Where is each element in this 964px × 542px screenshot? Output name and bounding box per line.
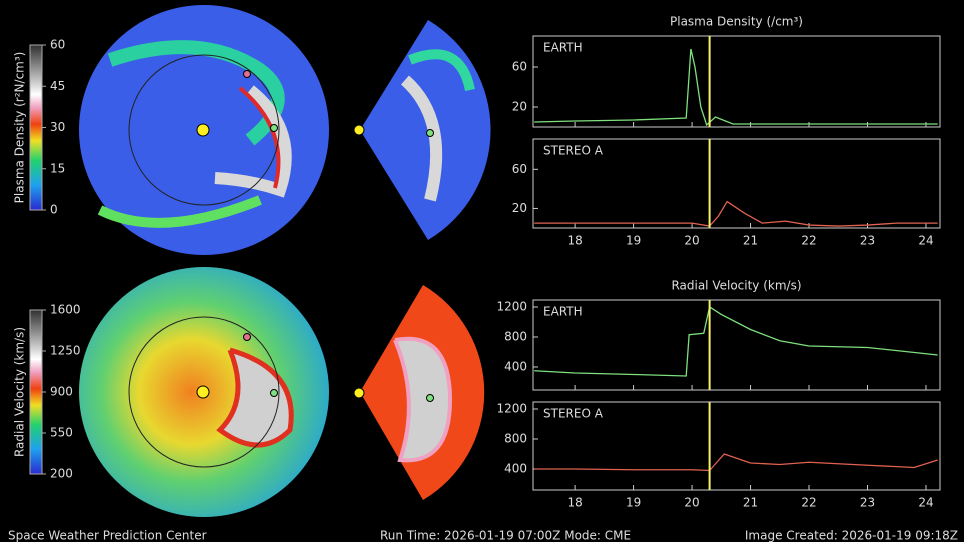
y-tick-label: 1200 <box>496 299 527 313</box>
x-tick-label: 18 <box>567 234 582 248</box>
series-line <box>534 453 938 472</box>
chart-title: Radial Velocity (km/s) <box>671 279 801 293</box>
colorbar <box>29 44 43 211</box>
x-tick-label: 21 <box>743 234 758 248</box>
y-tick-label: 60 <box>512 60 527 74</box>
series-line <box>534 48 938 127</box>
x-tick-label: 21 <box>743 496 758 510</box>
colorbar-tick-label: 1250 <box>50 344 81 358</box>
velocity-maps <box>79 267 485 517</box>
y-tick-label: 1200 <box>496 401 527 415</box>
y-tick-label: 400 <box>504 359 527 373</box>
x-tick-label: 19 <box>626 496 641 510</box>
x-tick-label: 24 <box>918 234 933 248</box>
series-line <box>534 200 938 227</box>
x-tick-label: 20 <box>684 496 699 510</box>
chart-label: STEREO A <box>543 144 604 158</box>
colorbar-title: Plasma Density (r²N/cm³) <box>13 52 27 204</box>
footer-left: Space Weather Prediction Center <box>8 529 207 542</box>
x-tick-label: 20 <box>684 234 699 248</box>
chart-label: EARTH <box>543 41 583 55</box>
x-tick-label: 18 <box>567 496 582 510</box>
plot-frame <box>532 138 941 229</box>
footer-center: Run Time: 2026-01-19 07:00Z Mode: CME <box>380 529 631 542</box>
chart-title: Plasma Density (/cm³) <box>670 15 803 29</box>
colorbar-tick-label: 550 <box>50 426 73 440</box>
colorbar-tick-label: 0 <box>50 203 58 217</box>
x-tick-label: 22 <box>801 496 816 510</box>
density-maps <box>79 5 491 255</box>
colorbar-tick-label: 15 <box>50 161 65 175</box>
chart-label: STEREO A <box>543 407 604 421</box>
x-tick-label: 19 <box>626 234 641 248</box>
y-tick-label: 60 <box>512 162 527 176</box>
colorbar-tick-label: 1600 <box>50 303 81 317</box>
y-tick-label: 20 <box>512 100 527 114</box>
colorbar-tick-label: 900 <box>50 385 73 399</box>
colorbar-tick-label: 200 <box>50 467 73 481</box>
colorbar-title: Radial Velocity (km/s) <box>13 327 27 457</box>
colorbar-tick-label: 60 <box>50 38 65 52</box>
y-tick-label: 800 <box>504 431 527 445</box>
chart-label: EARTH <box>543 305 583 319</box>
plot-frame <box>532 401 941 491</box>
x-tick-label: 23 <box>860 496 875 510</box>
y-tick-label: 800 <box>504 329 527 343</box>
x-tick-label: 24 <box>918 496 933 510</box>
plot-frame <box>532 299 941 391</box>
y-tick-label: 400 <box>504 461 527 475</box>
colorbar <box>29 309 43 475</box>
colorbar-tick-label: 45 <box>50 79 65 93</box>
series-line <box>534 305 938 377</box>
colorbar-tick-label: 30 <box>50 120 65 134</box>
y-tick-label: 20 <box>512 201 527 215</box>
x-tick-label: 22 <box>801 234 816 248</box>
x-tick-label: 23 <box>860 234 875 248</box>
plot-frame <box>532 35 941 128</box>
footer-right: Image Created: 2026-01-19 09:18Z <box>745 529 958 542</box>
